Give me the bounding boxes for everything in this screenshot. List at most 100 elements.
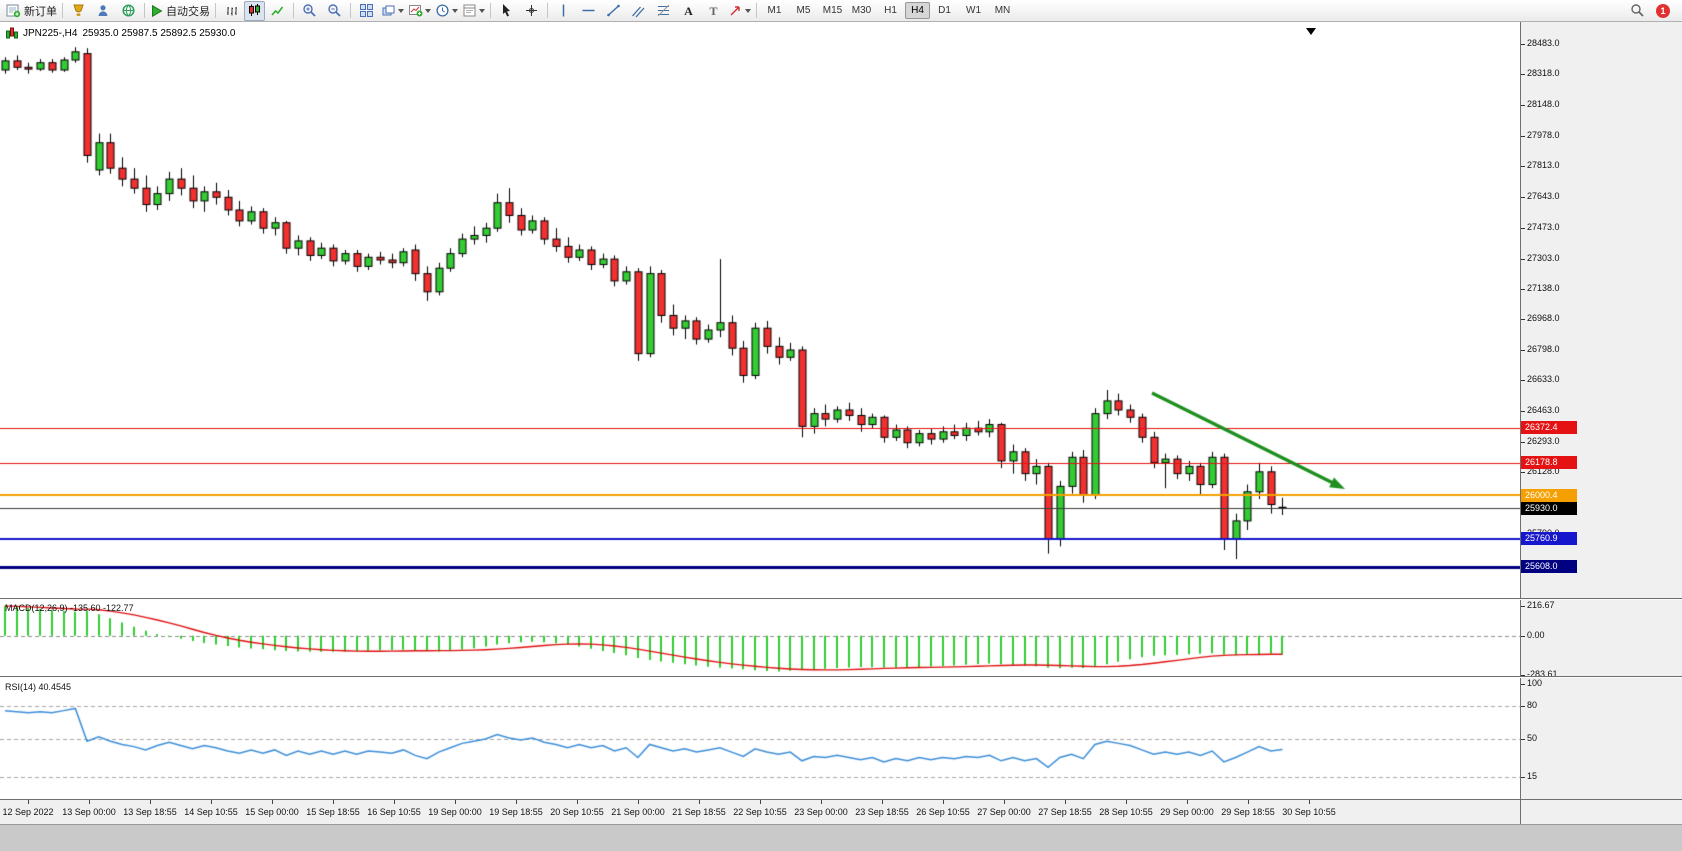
scale-tick-mark	[1521, 684, 1525, 686]
price-tick: 27643.0	[1527, 190, 1560, 201]
time-label: 13 Sep 18:55	[123, 807, 177, 817]
scale-tick-mark	[1521, 706, 1525, 708]
price-tick: 28318.0	[1527, 68, 1560, 78]
timeframe-w1[interactable]: W1	[966, 5, 981, 16]
panel-separator-rsi[interactable]	[0, 676, 1682, 678]
timeframe-mn[interactable]: MN	[994, 5, 1011, 16]
time-tick-mark	[333, 800, 334, 804]
macd-tick: 0.00	[1527, 629, 1545, 640]
autotrading-button[interactable]: 自动交易	[148, 1, 212, 21]
price-chart-canvas[interactable]	[0, 22, 1520, 799]
price-badge: 26372.4	[1521, 421, 1577, 435]
cascade-windows-button[interactable]	[379, 1, 406, 21]
timeframe-h4[interactable]: H4	[905, 2, 930, 19]
autotrading-label: 自动交易	[166, 5, 210, 18]
time-label: 13 Sep 00:00	[62, 807, 116, 817]
timeframe-m1[interactable]: M1	[767, 5, 782, 16]
panel-separator-macd[interactable]	[0, 598, 1682, 600]
chart-window[interactable]: JPN225-,H4 25935.0 25987.5 25892.5 25930…	[0, 22, 1520, 799]
zoom-out-button[interactable]	[322, 1, 347, 21]
time-axis[interactable]: 12 Sep 2022 13 Sep 00:00 13 Sep 18:55 14 Se…	[0, 800, 1520, 824]
time-tick-mark	[699, 800, 700, 804]
price-badge: 26178.8	[1521, 456, 1577, 470]
price-tick: 28483.0	[1527, 38, 1560, 48]
scale-tick-mark	[1521, 635, 1525, 637]
time-label: 15 Sep 00:00	[245, 807, 299, 817]
candlestick-chart-icon	[249, 4, 260, 16]
price-tick: 27813.0	[1527, 159, 1560, 170]
toolbar-separator	[350, 3, 351, 18]
time-tick-mark	[394, 800, 395, 804]
community-button[interactable]	[116, 1, 141, 21]
chart-shift-marker-icon[interactable]	[1306, 28, 1316, 35]
vertical-line-tool-button[interactable]	[551, 1, 576, 21]
arrow-tool-icon	[730, 6, 740, 16]
fibonacci-tool-button[interactable]	[651, 1, 676, 21]
toolbar: 新订单 自动交易	[0, 0, 1682, 22]
scale-tick-mark	[1521, 44, 1525, 45]
trophy-icon	[73, 4, 84, 16]
timeframe-m30[interactable]: M30	[851, 5, 872, 16]
toolbar-separator	[293, 3, 294, 18]
time-tick-mark	[1004, 800, 1005, 804]
scale-tick-mark	[1521, 227, 1525, 229]
price-badge: 25930.0	[1521, 501, 1577, 515]
time-tick-mark	[272, 800, 273, 804]
price-tick: 27303.0	[1527, 252, 1560, 263]
scale-tick-mark	[1521, 442, 1525, 444]
timeframe-m5[interactable]: M5	[796, 5, 811, 16]
arrows-tool-button[interactable]	[726, 1, 753, 21]
price-scale[interactable]: 28483.0 28318.0 28148.0 27978.0 27813.0 27643…	[1520, 22, 1682, 824]
timeframe-h1[interactable]: H1	[884, 5, 897, 16]
symbol-period-label: JPN225-,H4	[23, 27, 78, 39]
template-button[interactable]	[460, 1, 487, 21]
rsi-tick: 15	[1527, 771, 1538, 782]
zoom-in-button[interactable]	[297, 1, 322, 21]
signals-button[interactable]	[91, 1, 116, 21]
candlestick-chart-button[interactable]	[244, 0, 265, 21]
bar-chart-button[interactable]	[219, 1, 244, 21]
rsi-tick: 50	[1527, 733, 1538, 743]
toolbar-separator	[547, 3, 548, 18]
dropdown-arrow-icon	[398, 8, 404, 13]
globe-icon	[122, 4, 135, 17]
cursor-tool-button[interactable]	[494, 1, 519, 21]
new-order-button[interactable]: 新订单	[4, 1, 59, 21]
time-tick-mark	[1065, 800, 1066, 804]
scale-tick-mark	[1521, 739, 1525, 740]
time-label: 19 Sep 18:55	[489, 807, 543, 817]
price-tick: 27978.0	[1527, 129, 1560, 140]
price-badge: 25608.0	[1521, 560, 1577, 574]
time-label: 30 Sep 10:55	[1282, 807, 1336, 817]
tile-windows-button[interactable]	[354, 1, 379, 21]
scale-tick-mark	[1521, 196, 1525, 198]
label-tool-button[interactable]: T	[701, 1, 726, 21]
crosshair-tool-button[interactable]	[519, 1, 544, 21]
price-tick: 26463.0	[1527, 405, 1560, 416]
scale-tick-mark	[1521, 350, 1525, 352]
scale-tick-mark	[1521, 380, 1525, 382]
time-tick-mark	[455, 800, 456, 804]
timeframe-m15[interactable]: M15	[822, 5, 843, 16]
trendline-tool-button[interactable]	[601, 1, 626, 21]
new-chart-button[interactable]	[406, 1, 433, 21]
scale-tick-mark	[1521, 675, 1525, 677]
notification-badge[interactable]: 1	[1656, 3, 1670, 18]
search-button[interactable]	[1625, 1, 1650, 21]
time-tick-mark	[89, 800, 90, 804]
time-label: 14 Sep 10:55	[184, 807, 238, 817]
ohlc-label: 25935.0 25987.5 25892.5 25930.0	[82, 27, 236, 39]
market-button[interactable]	[66, 1, 91, 21]
text-tool-button[interactable]: A	[676, 1, 701, 21]
time-tick-mark	[760, 800, 761, 804]
price-badge: 25760.9	[1521, 532, 1577, 546]
horizontal-line-tool-button[interactable]	[576, 1, 601, 21]
scale-tick-mark	[1521, 777, 1525, 779]
time-label: 15 Sep 18:55	[306, 807, 360, 817]
channel-tool-button[interactable]	[626, 1, 651, 21]
periods-button[interactable]	[433, 1, 460, 21]
line-chart-button[interactable]	[265, 1, 290, 21]
channel-icon	[632, 6, 645, 18]
price-tick: 28148.0	[1527, 98, 1560, 109]
timeframe-d1[interactable]: D1	[938, 5, 951, 16]
